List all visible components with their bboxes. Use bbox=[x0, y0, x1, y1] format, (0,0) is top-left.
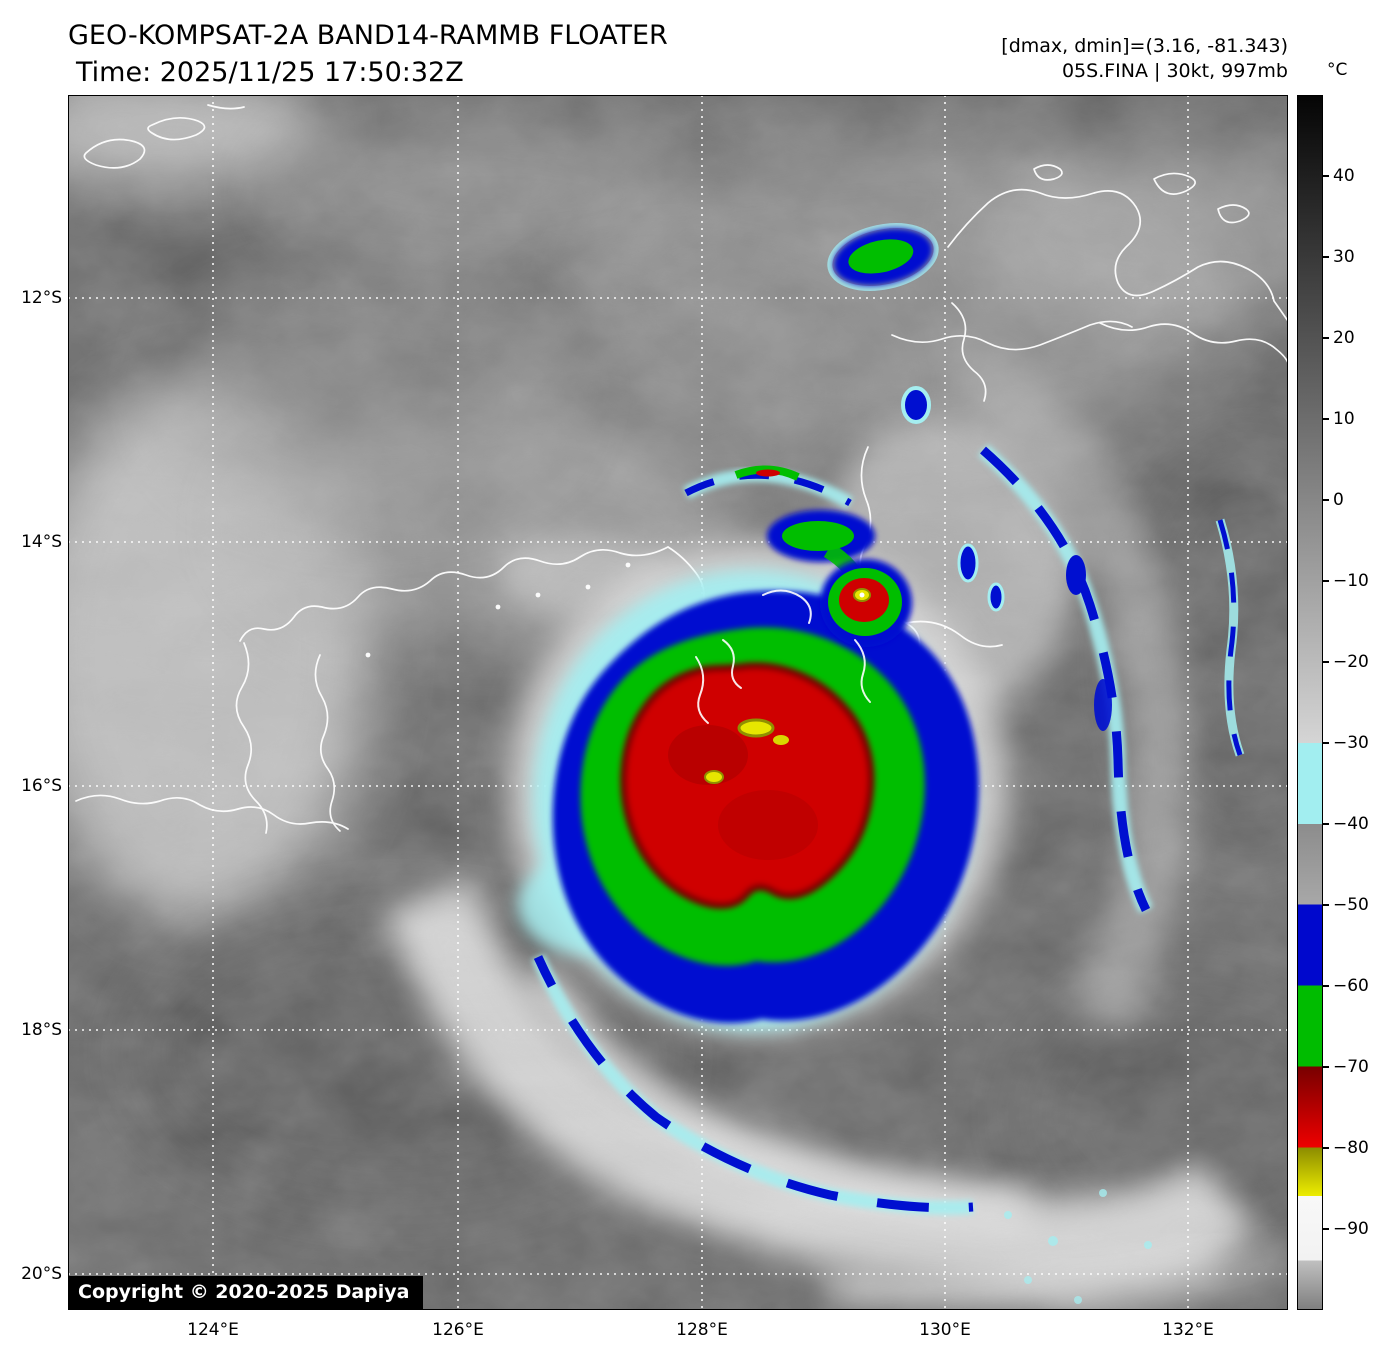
cyclone-yellow-overshoots bbox=[704, 718, 789, 784]
tick-mark bbox=[1323, 823, 1329, 825]
tick-mark bbox=[1323, 498, 1329, 501]
tick-mark bbox=[1323, 1066, 1329, 1068]
colorbar-gradient bbox=[1297, 95, 1323, 1310]
tick-label: −20 bbox=[1333, 652, 1369, 673]
southern-outer-band bbox=[531, 954, 1152, 1304]
tick-mark bbox=[1323, 255, 1329, 258]
dmax-dmin-readout: [dmax, dmin]=(3.16, -81.343) bbox=[1001, 35, 1288, 57]
tick-mark bbox=[1323, 1147, 1329, 1150]
copyright-badge: Copyright © 2020-2025 Dapiya bbox=[68, 1276, 424, 1310]
header-readouts: [dmax, dmin]=(3.16, -81.343) 05S.FINA | … bbox=[1001, 34, 1288, 84]
colorbar: 40 30 20 10 0 −10 −20 −30 −40 −50 −60 −7… bbox=[1297, 95, 1369, 1310]
lon-label-124e: 124°E bbox=[187, 1320, 239, 1340]
tick-mark bbox=[1323, 418, 1329, 421]
colorbar-tick: −80 bbox=[1323, 1138, 1369, 1158]
tick-label: 40 bbox=[1333, 166, 1355, 187]
coastline-fragments-over-storm bbox=[695, 589, 871, 724]
colorbar-unit-label: °C bbox=[1327, 60, 1348, 80]
tick-label: 30 bbox=[1333, 246, 1355, 267]
tick-label: −30 bbox=[1333, 732, 1369, 753]
lon-label-126e: 126°E bbox=[432, 1320, 484, 1340]
tick-label: −60 bbox=[1333, 975, 1369, 996]
timestamp: Time: 2025/11/25 17:50:32Z bbox=[76, 57, 464, 88]
lon-label-128e: 128°E bbox=[676, 1320, 728, 1340]
colorbar-tick: −50 bbox=[1323, 895, 1369, 915]
tick-mark bbox=[1323, 580, 1329, 582]
cyclone-red-core bbox=[620, 662, 875, 910]
colorbar-tick: 20 bbox=[1323, 328, 1355, 348]
colorbar-tick: −90 bbox=[1323, 1219, 1369, 1239]
tick-mark bbox=[1323, 984, 1329, 987]
grid-lines bbox=[68, 95, 1288, 1310]
tick-mark bbox=[1323, 661, 1329, 664]
colorbar-tick: −60 bbox=[1323, 976, 1369, 996]
tick-label: −90 bbox=[1333, 1218, 1369, 1239]
lat-label-20s: 20°S bbox=[21, 1264, 62, 1284]
tick-mark bbox=[1323, 337, 1329, 339]
lat-label-12s: 12°S bbox=[21, 288, 62, 308]
tick-label: −40 bbox=[1333, 814, 1369, 834]
lat-label-16s: 16°S bbox=[21, 776, 62, 796]
colorbar-tick: 40 bbox=[1323, 166, 1355, 186]
coastline-layer bbox=[75, 104, 1288, 834]
map-border bbox=[68, 95, 1288, 1310]
tick-label: −50 bbox=[1333, 895, 1369, 916]
cyclone-layer bbox=[518, 223, 1245, 1304]
product-title: GEO-KOMPSAT-2A BAND14-RAMMB FLOATER bbox=[68, 20, 668, 51]
colorbar-tick: −20 bbox=[1323, 652, 1369, 672]
colorbar-tick: 10 bbox=[1323, 409, 1355, 429]
tick-label: −80 bbox=[1333, 1138, 1369, 1159]
tick-mark bbox=[1323, 741, 1329, 744]
west-cold-streak bbox=[683, 465, 854, 509]
colorbar-tick: −70 bbox=[1323, 1057, 1369, 1077]
top-end-coast bbox=[947, 188, 1288, 322]
kimberley-coast bbox=[239, 546, 669, 642]
eastern-outer-band bbox=[957, 444, 1245, 914]
secondary-cell-north bbox=[767, 510, 912, 647]
tick-label: 20 bbox=[1333, 328, 1355, 348]
tick-mark bbox=[1323, 904, 1329, 907]
storm-info-readout: 05S.FINA | 30kt, 997mb bbox=[1061, 60, 1288, 82]
lat-label-14s: 14°S bbox=[21, 532, 62, 552]
tick-mark bbox=[1323, 175, 1329, 178]
colorbar-tick: 0 bbox=[1323, 490, 1344, 510]
colorbar-tick: −10 bbox=[1323, 571, 1369, 591]
colorbar-tick: 30 bbox=[1323, 247, 1355, 267]
lon-label-132e: 132°E bbox=[1162, 1320, 1214, 1340]
satellite-scene bbox=[68, 95, 1288, 1310]
tick-label: 0 bbox=[1333, 489, 1344, 510]
tick-label: −10 bbox=[1333, 571, 1369, 591]
detached-cell-top bbox=[827, 223, 939, 291]
tick-label: −70 bbox=[1333, 1057, 1369, 1077]
tick-mark bbox=[1323, 1227, 1329, 1230]
lat-label-18s: 18°S bbox=[21, 1020, 62, 1040]
small-cold-cell bbox=[901, 386, 931, 424]
satellite-map bbox=[68, 95, 1288, 1310]
tick-label: 10 bbox=[1333, 409, 1355, 430]
lon-label-130e: 130°E bbox=[919, 1320, 971, 1340]
colorbar-tick: −40 bbox=[1323, 814, 1369, 834]
colorbar-tick: −30 bbox=[1323, 733, 1369, 753]
